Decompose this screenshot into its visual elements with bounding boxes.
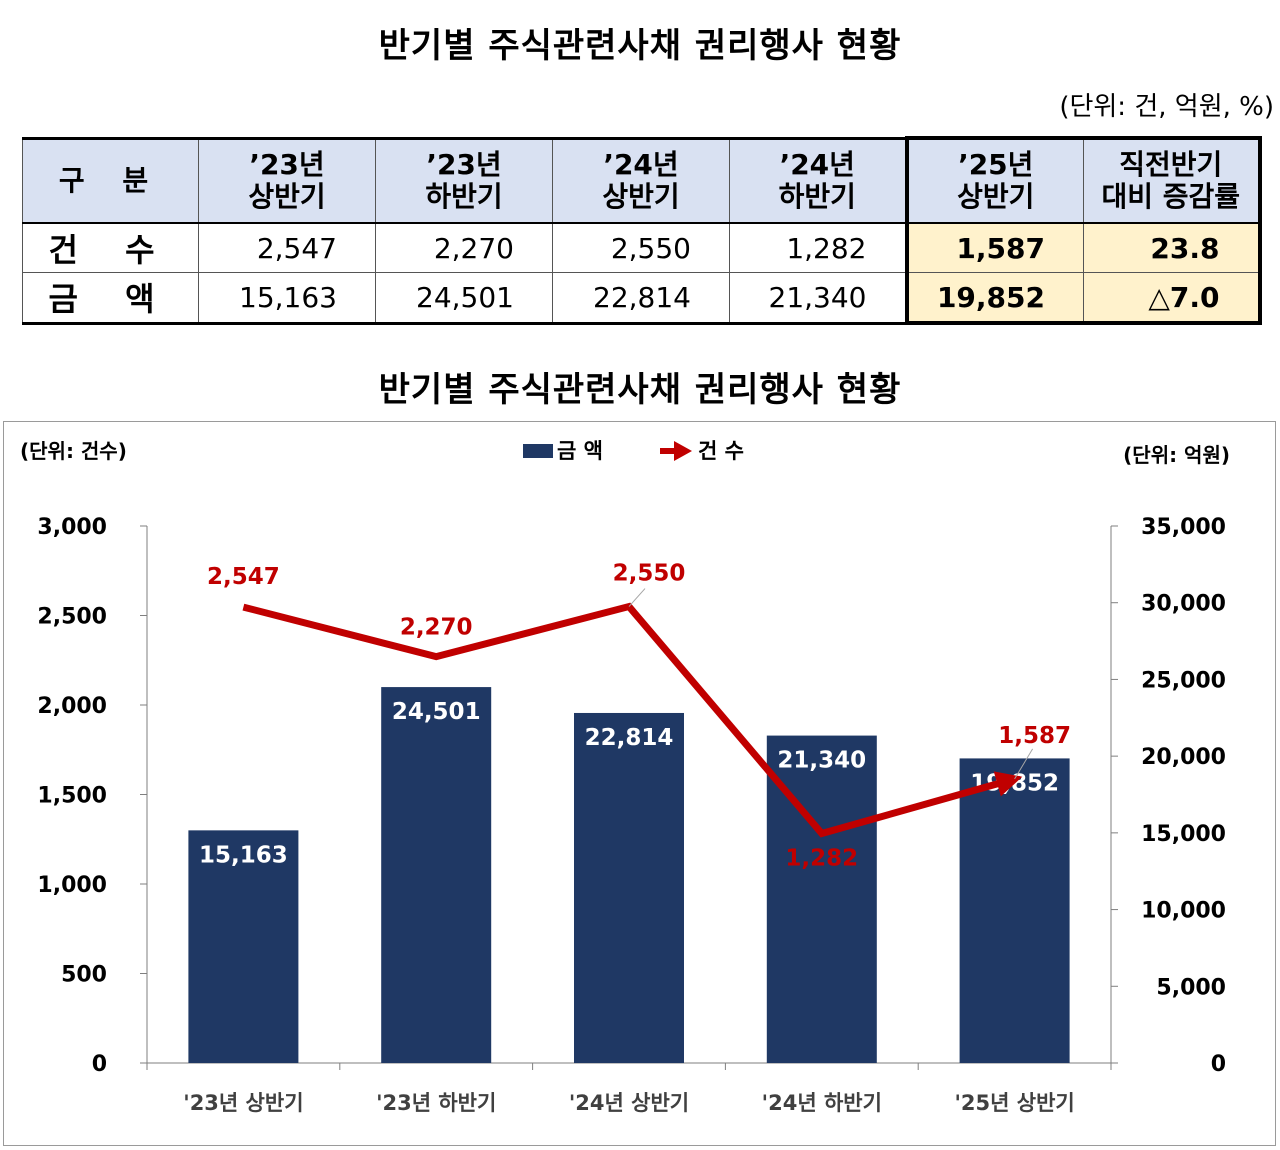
line-value-label: 1,587 — [998, 723, 1071, 749]
legend-bar-swatch — [523, 444, 553, 458]
category-label: '24년 상반기 — [569, 1091, 689, 1115]
bar-value-label: 21,340 — [777, 748, 866, 774]
row-label: 금 액 — [22, 272, 199, 325]
header-col: ’23년 하반기 — [375, 136, 553, 224]
header-col-highlight: ’25년 상반기 — [904, 136, 1084, 224]
table-cell-highlight: 23.8 — [1083, 222, 1262, 273]
table-cell: 1,282 — [729, 222, 907, 273]
header-col: ’24년 상반기 — [552, 136, 730, 224]
bar-value-label: 15,163 — [199, 842, 288, 868]
left-tick-label: 1,500 — [37, 784, 107, 809]
row-label: 건 수 — [22, 222, 199, 273]
header-change-rate: 직전반기 대비 증감률 — [1083, 136, 1262, 224]
right-tick-label: 30,000 — [1141, 592, 1226, 617]
left-tick-label: 2,000 — [37, 694, 107, 719]
stats-table: 구 분 ’23년 상반기 ’23년 하반기 ’24년 상반기 ’24년 하반기 … — [22, 136, 1262, 325]
right-axis-unit: (단위: 억원) — [1123, 443, 1230, 467]
table-cell-highlight: △7.0 — [1083, 272, 1262, 325]
line-value-label: 1,282 — [785, 846, 858, 872]
left-tick-label: 3,000 — [37, 515, 107, 540]
table-row: 건 수 2,547 2,270 2,550 1,282 1,587 23.8 — [22, 222, 1262, 273]
left-axis-unit: (단위: 건수) — [20, 439, 127, 463]
header-col: ’23년 상반기 — [198, 136, 376, 224]
table-cell: 2,270 — [375, 222, 553, 273]
line-value-label: 2,550 — [613, 561, 686, 587]
right-tick-label: 35,000 — [1141, 515, 1226, 540]
header-col: ’24년 하반기 — [729, 136, 907, 224]
table-cell-highlight: 1,587 — [904, 222, 1084, 273]
combo-chart: (단위: 건수) (단위: 억원) 금 액 건 수 0 500 1,000 1,500 2,00… — [20, 439, 1230, 1115]
table-cell: 22,814 — [552, 272, 730, 325]
bar — [574, 712, 684, 1063]
left-tick-label: 1,000 — [37, 873, 107, 898]
right-tick-label: 10,000 — [1141, 899, 1226, 924]
left-tick-label: 500 — [61, 963, 107, 988]
category-label: '25년 상반기 — [954, 1091, 1074, 1115]
right-tick-label: 20,000 — [1141, 745, 1226, 770]
leader-line — [628, 588, 646, 607]
bar — [959, 758, 1070, 1063]
table-header-row: 구 분 ’23년 상반기 ’23년 하반기 ’24년 상반기 ’24년 하반기 … — [22, 136, 1262, 224]
category-label: '24년 하반기 — [762, 1091, 882, 1115]
legend-line-arrow — [674, 441, 692, 461]
leader-line — [1014, 748, 1034, 780]
chart-frame: (단위: 건수) (단위: 억원) 금 액 건 수 0 500 1,000 1,500 2,00… — [3, 421, 1276, 1146]
table-cell: 21,340 — [729, 272, 907, 325]
table-cell: 24,501 — [375, 272, 553, 325]
legend-bar-label: 금 액 — [557, 439, 603, 463]
table-unit-note: (단위: 건, 억원, %) — [1059, 92, 1274, 122]
right-tick-label: 25,000 — [1141, 668, 1226, 693]
bar — [381, 687, 492, 1063]
table-cell: 15,163 — [198, 272, 376, 325]
table-cell-highlight: 19,852 — [904, 272, 1084, 325]
header-category: 구 분 — [22, 136, 199, 224]
category-label: '23년 상반기 — [183, 1091, 303, 1115]
right-tick-label: 5,000 — [1156, 975, 1226, 1000]
left-tick-label: 2,500 — [37, 605, 107, 630]
table-cell: 2,550 — [552, 222, 730, 273]
chart-title: 반기별 주식관련사채 권리행사 현황 — [378, 370, 902, 410]
table-cell: 2,547 — [198, 222, 376, 273]
line-value-label: 2,270 — [400, 615, 473, 641]
bar-value-label: 24,501 — [392, 699, 481, 725]
page-title: 반기별 주식관련사채 권리행사 현황 — [378, 26, 902, 66]
table-row: 금 액 15,163 24,501 22,814 21,340 19,852 △… — [22, 272, 1262, 325]
legend-line-label: 건 수 — [698, 439, 744, 463]
line-value-label: 2,547 — [207, 564, 280, 590]
right-tick-label: 0 — [1211, 1052, 1226, 1077]
right-tick-label: 15,000 — [1141, 822, 1226, 847]
left-tick-label: 0 — [92, 1052, 107, 1077]
category-label: '23년 하반기 — [376, 1091, 496, 1115]
bar — [188, 830, 299, 1063]
bar-value-label: 22,814 — [585, 725, 674, 751]
